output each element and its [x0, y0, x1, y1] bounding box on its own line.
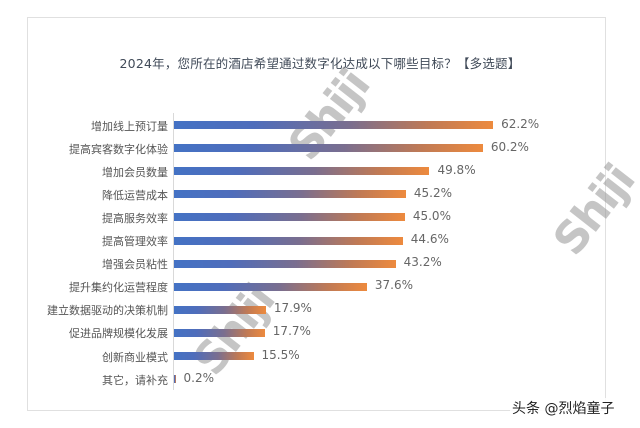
category-label: 促进品牌规模化发展: [69, 327, 168, 341]
bar: [174, 213, 405, 222]
value-label: 45.0%: [412, 208, 451, 223]
bar: [174, 121, 494, 129]
category-label: 提高宾客数字化体验: [69, 142, 168, 156]
bar-row: 建立数据驱动的决策机制 17.9%: [0, 298, 640, 321]
bar: [174, 375, 176, 384]
value-label: 37.6%: [374, 278, 413, 293]
value-label: 15.5%: [261, 347, 300, 362]
category-label: 降低运营成本: [102, 188, 168, 202]
y-axis-line: [173, 113, 174, 390]
bar-row: 提高管理效率 44.6%: [0, 229, 640, 252]
value-label: 0.2%: [183, 370, 215, 385]
bar-row: 增加线上预订量 62.2%: [0, 114, 640, 137]
bar-row: 提高服务效率 45.0%: [0, 206, 640, 229]
value-label: 60.2%: [490, 139, 529, 154]
bar-row: 提升集约化运营程度 37.6%: [0, 275, 640, 298]
bar: [174, 144, 483, 153]
bar-row: 增加会员数量 49.8%: [0, 160, 640, 183]
bar: [174, 328, 265, 337]
value-label: 45.2%: [413, 185, 452, 200]
category-label: 增强会员粘性: [102, 258, 168, 272]
value-label: 62.2%: [501, 116, 540, 131]
category-label: 提高管理效率: [102, 235, 168, 248]
category-label: 提高服务效率: [102, 211, 168, 225]
category-label: 其它，请补充: [102, 373, 168, 387]
bar: [174, 236, 403, 245]
bar: [174, 259, 396, 268]
category-label: 建立数据驱动的决策机制: [47, 304, 168, 318]
category-label: 提升集约化运营程度: [69, 281, 168, 295]
bar-row: 创新商业模式 15.5%: [0, 345, 640, 368]
bar-row: 降低运营成本 45.2%: [0, 183, 640, 206]
footer-attribution: 头条 @烈焰童子: [510, 398, 617, 418]
category-label: 创新商业模式: [102, 350, 168, 364]
bar-row: 增强会员粘性 43.2%: [0, 252, 640, 275]
bar: [174, 352, 254, 360]
bar-row: 提高宾客数字化体验 60.2%: [0, 137, 640, 160]
value-label: 44.6%: [410, 232, 449, 246]
bar: [174, 167, 430, 176]
category-label: 增加会员数量: [102, 165, 168, 179]
value-label: 43.2%: [403, 255, 442, 270]
bar: [174, 190, 406, 199]
bar-row: 其它，请补充 0.2%: [0, 368, 640, 391]
value-label: 49.8%: [437, 162, 476, 177]
value-label: 17.7%: [272, 324, 311, 339]
bar: [174, 282, 367, 291]
bar-row: 促进品牌规模化发展 17.7%: [0, 321, 640, 344]
chart-title: 2024年，您所在的酒店希望通过数字化达成以下哪些目标？【多选题】: [119, 56, 521, 71]
value-label: 17.9%: [273, 301, 312, 316]
category-label: 增加线上预订量: [91, 119, 168, 133]
bar: [174, 305, 266, 314]
